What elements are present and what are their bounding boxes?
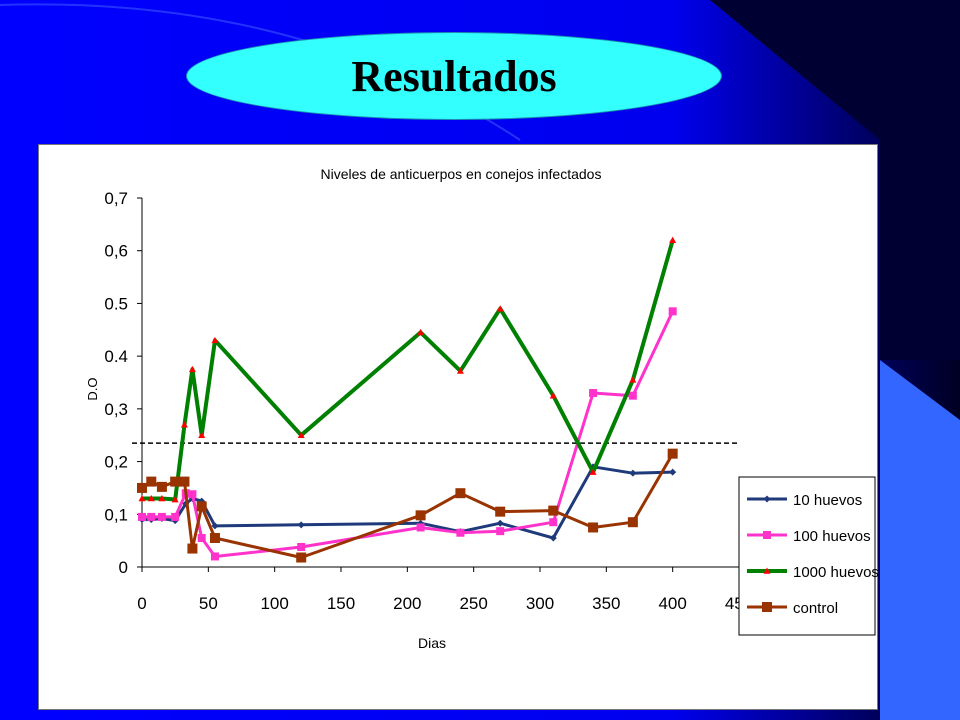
data-point: [146, 476, 157, 487]
y-tick-label: 0: [119, 558, 128, 577]
data-point: [188, 365, 196, 373]
data-point: [138, 494, 146, 502]
slide-title: Resultados: [351, 51, 557, 101]
data-point: [629, 469, 637, 477]
data-point: [211, 522, 219, 530]
y-tick-label: 0,3: [104, 400, 128, 419]
data-point: [197, 534, 206, 543]
legend-box: [738, 476, 876, 636]
data-point: [415, 510, 426, 521]
series-line: [141, 452, 674, 559]
data-point: [210, 552, 219, 561]
data-point: [549, 392, 557, 399]
data-point: [669, 468, 677, 476]
x-axis-label: Dias: [418, 635, 446, 651]
data-point: [589, 468, 597, 475]
data-point: [211, 336, 219, 344]
x-tick-label: 150: [327, 594, 355, 613]
data-point: [763, 567, 771, 574]
x-tick-label: 0: [137, 594, 146, 613]
series-line: [142, 465, 673, 540]
legend-label: 100 huevos: [793, 528, 871, 545]
data-point: [548, 505, 559, 516]
data-point: [455, 488, 466, 499]
x-tick-label: 50: [199, 594, 218, 613]
data-point: [628, 391, 637, 400]
x-tick-label: 350: [592, 594, 620, 613]
data-point: [138, 512, 146, 521]
data-point: [137, 482, 147, 493]
data-point: [187, 543, 198, 554]
data-point: [763, 495, 771, 503]
data-point: [297, 431, 305, 439]
data-point: [496, 519, 504, 527]
data-point: [627, 517, 638, 528]
data-point: [629, 376, 637, 383]
data-point: [549, 518, 558, 527]
data-point: [549, 534, 557, 542]
data-point: [495, 506, 506, 517]
y-tick-label: 0,2: [104, 453, 128, 472]
data-point: [158, 494, 166, 502]
series-line: [142, 310, 675, 558]
data-point: [147, 494, 155, 502]
data-point: [156, 481, 167, 492]
line-chart: Niveles de anticuerpos en conejos infect…: [85, 166, 879, 651]
data-point: [496, 305, 504, 312]
data-point: [763, 531, 771, 539]
data-point: [180, 421, 188, 428]
data-point: [588, 522, 599, 533]
data-point: [209, 533, 220, 544]
series-line: [142, 239, 675, 502]
data-point: [417, 328, 425, 336]
x-tick-label: 100: [260, 594, 288, 613]
data-point: [198, 431, 206, 439]
data-point: [296, 552, 307, 563]
data-point: [171, 512, 180, 521]
data-point: [179, 476, 190, 487]
data-point: [188, 490, 197, 499]
series-1000-huevos: [138, 236, 677, 503]
data-point: [456, 367, 464, 374]
legend-label: 1000 huevos: [793, 564, 879, 581]
data-point: [297, 542, 306, 551]
y-tick-label: 0,6: [104, 242, 128, 261]
x-tick-label: 250: [459, 594, 487, 613]
legend-label: 10 huevos: [793, 492, 862, 509]
x-tick-label: 300: [526, 594, 554, 613]
data-point: [762, 602, 772, 612]
series-control: [137, 448, 678, 563]
data-point: [157, 512, 166, 521]
data-point: [589, 389, 598, 398]
legend-label: control: [793, 600, 838, 617]
x-tick-label: 400: [658, 594, 686, 613]
data-point: [171, 496, 179, 503]
y-tick-label: 0,7: [104, 189, 128, 208]
data-point: [196, 501, 207, 512]
title-oval: Resultados: [186, 32, 722, 120]
y-tick-label: 0.4: [104, 347, 128, 366]
data-point: [669, 236, 677, 243]
data-point: [147, 512, 156, 521]
x-tick-label: 200: [393, 594, 421, 613]
data-point: [170, 476, 181, 487]
chart-panel: Niveles de anticuerpos en conejos infect…: [38, 144, 879, 710]
data-point: [456, 528, 465, 537]
data-point: [668, 307, 677, 316]
data-point: [297, 521, 305, 529]
y-tick-label: 0,1: [104, 505, 128, 524]
data-point: [496, 527, 505, 536]
data-point: [416, 523, 425, 532]
data-point: [667, 448, 678, 459]
y-tick-label: 0.5: [104, 294, 128, 313]
series-100-huevos: [138, 307, 677, 561]
y-axis-label: D.O: [85, 377, 100, 400]
chart-title: Niveles de anticuerpos en conejos infect…: [321, 166, 602, 182]
